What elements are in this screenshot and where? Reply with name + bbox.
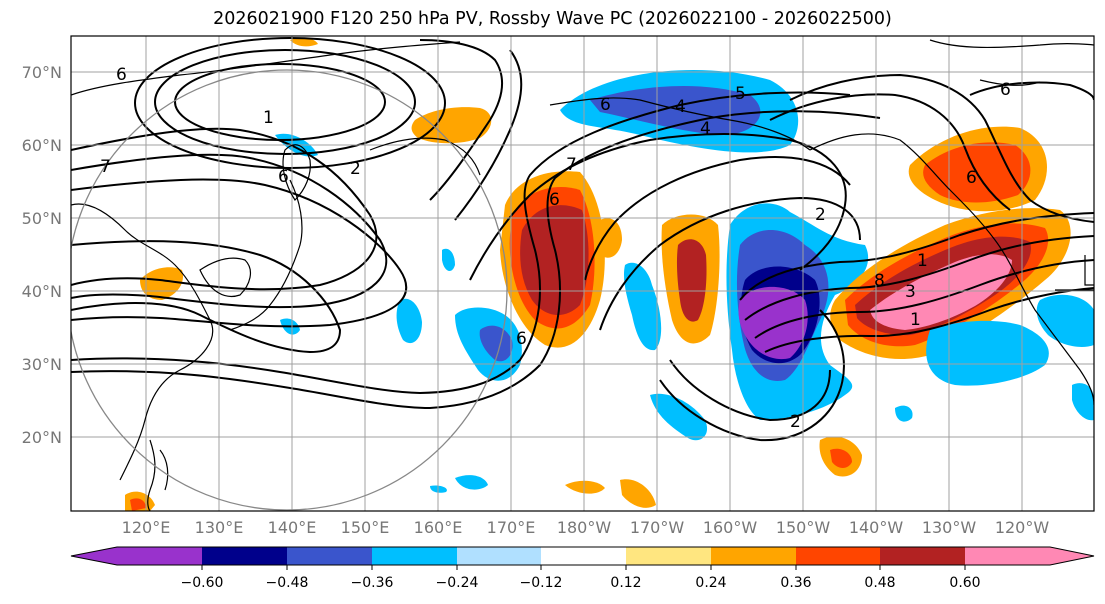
colorbar: −0.60 −0.48 −0.36 −0.24 −0.12 0.12 0.24 …: [70, 546, 1095, 591]
lat-label: 60°N: [22, 136, 62, 155]
colorbar-segment: [372, 547, 457, 565]
lon-label: 170°E: [487, 518, 536, 537]
colorbar-segment: [117, 547, 202, 565]
longitude-axis: 120°E 130°E 140°E 150°E 160°E 170°E 180°…: [122, 518, 1050, 537]
contour-label: 6: [549, 190, 560, 210]
colorbar-tick-label: 0.12: [610, 575, 641, 591]
anomaly-west-negative: [275, 133, 1094, 493]
colorbar-segment: [457, 547, 541, 565]
contour-label: 5: [735, 84, 746, 104]
colorbar-segment: [541, 547, 626, 565]
lon-label: 120°W: [995, 518, 1050, 537]
lat-label: 20°N: [22, 428, 62, 447]
lon-label: 140°E: [268, 518, 317, 537]
contour-label: 1: [910, 310, 921, 330]
contour-label: 6: [516, 329, 527, 349]
contour-label: 2: [350, 159, 361, 179]
colorbar-tick-label: 0.36: [780, 575, 811, 591]
contour-label: 1: [263, 108, 274, 128]
colorbar-segment: [287, 547, 372, 565]
lon-label: 160°W: [703, 518, 758, 537]
contour-label: 2: [790, 412, 801, 432]
contour-label: 6: [966, 168, 977, 188]
colorbar-segment: [880, 547, 965, 565]
anomaly-ne-pacific-positive: [830, 208, 1071, 360]
colorbar-segment: [965, 547, 1050, 565]
distance-circle: [71, 69, 508, 511]
map-title: 2026021900 F120 250 hPa PV, Rossby Wave …: [213, 9, 892, 29]
lon-label: 140°W: [849, 518, 904, 537]
colorbar-tick-label: 0.48: [864, 575, 895, 591]
lat-label: 40°N: [22, 282, 62, 301]
lat-label: 30°N: [22, 355, 62, 374]
contour-label: 4: [700, 119, 711, 139]
contour-label: 6: [600, 95, 611, 115]
contour-label: 6: [278, 167, 289, 187]
graticule: [71, 36, 1094, 511]
pv-contours: [71, 37, 1094, 442]
lat-label: 70°N: [22, 63, 62, 82]
anomaly-small-positive: [125, 37, 862, 511]
colorbar-segment: [202, 547, 287, 565]
colorbar-high-extension: [1050, 547, 1094, 565]
shading-layer: [125, 37, 1094, 511]
contour-label: 7: [100, 157, 111, 177]
colorbar-tick-label: −0.24: [436, 575, 479, 591]
lon-label: 160°E: [414, 518, 463, 537]
lon-label: 150°E: [341, 518, 390, 537]
lon-label: 120°E: [122, 518, 171, 537]
contour-label: 4: [675, 97, 686, 117]
colorbar-segment: [796, 547, 880, 565]
anomaly-midpacific-positive: [596, 214, 720, 344]
lon-label: 150°W: [776, 518, 831, 537]
contour-label: 8: [874, 271, 885, 291]
colorbar-tick-label: −0.48: [266, 575, 309, 591]
colorbar-tick-label: −0.36: [351, 575, 394, 591]
map-frame: [70, 35, 1095, 512]
colorbar-segment: [626, 547, 711, 565]
contour-label: 2: [815, 205, 826, 225]
lon-label: 180°W: [557, 518, 612, 537]
contour-label-group: 6 1 7 2 6 7 5 4 6 4 2 6 6 8 3 1 6 1 2 6: [100, 65, 1011, 432]
contour-label: 6: [1000, 80, 1011, 100]
colorbar-segment: [711, 547, 796, 565]
colorbar-tick-label: −0.60: [181, 575, 224, 591]
lat-label: 50°N: [22, 209, 62, 228]
colorbar-low-extension: [71, 547, 117, 565]
lon-label: 170°W: [630, 518, 685, 537]
latitude-axis: 70°N 60°N 50°N 40°N 30°N 20°N: [22, 63, 62, 447]
lon-label: 130°W: [922, 518, 977, 537]
contour-label: 3: [905, 282, 916, 302]
lon-label: 130°E: [195, 518, 244, 537]
contour-label: 7: [566, 155, 577, 175]
coastlines: [71, 39, 1094, 511]
contour-label: 6: [116, 65, 127, 85]
colorbar-tick-label: 0.60: [949, 575, 980, 591]
colorbar-tick-label: −0.12: [520, 575, 563, 591]
colorbar-outline: [70, 546, 1095, 566]
colorbar-tick-label: 0.24: [695, 575, 726, 591]
contour-label: 1: [917, 251, 928, 271]
